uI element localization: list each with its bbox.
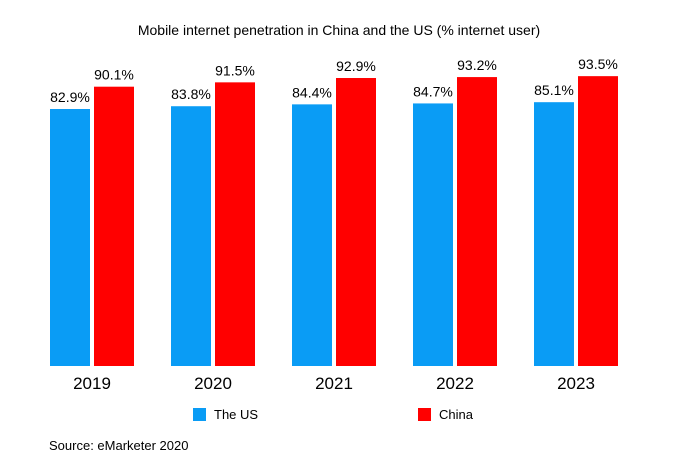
legend-label-china: China (439, 407, 474, 422)
bar-china-2022 (457, 77, 497, 366)
bars: 82.9%90.1% 2019 83.8%91.5% 2020 84.4%92.9% 20… (50, 56, 618, 393)
bar-china-2021 (336, 78, 376, 366)
x-tick-label-2019: 2019 (73, 374, 111, 393)
bar-us-2019 (50, 109, 90, 366)
bar-us-2023 (534, 102, 574, 366)
data-label-us-2023: 85.1% (534, 82, 574, 98)
legend: The US China (193, 407, 474, 422)
source-note: Source: eMarketer 2020 (49, 438, 188, 453)
data-label-us-2022: 84.7% (413, 83, 453, 99)
bar-us-2020 (171, 106, 211, 366)
data-label-china-2023: 93.5% (578, 56, 618, 72)
data-label-china-2020: 91.5% (215, 62, 255, 78)
legend-swatch-us (193, 408, 206, 421)
bar-us-2021 (292, 104, 332, 367)
bar-china-2023 (578, 76, 618, 367)
x-tick-label-2022: 2022 (436, 374, 474, 393)
data-label-us-2019: 82.9% (50, 89, 90, 105)
x-tick-label-2021: 2021 (315, 374, 353, 393)
data-label-us-2021: 84.4% (292, 84, 332, 100)
x-tick-label-2020: 2020 (194, 374, 232, 393)
bar-us-2022 (413, 103, 453, 367)
chart-title: Mobile internet penetration in China and… (138, 22, 540, 38)
data-label-china-2022: 93.2% (457, 57, 497, 73)
data-label-china-2019: 90.1% (94, 67, 134, 83)
bar-china-2019 (94, 86, 134, 366)
bar-china-2020 (215, 82, 255, 366)
legend-swatch-china (418, 408, 431, 421)
legend-label-us: The US (214, 407, 258, 422)
data-label-china-2021: 92.9% (336, 58, 376, 74)
x-tick-label-2023: 2023 (557, 374, 595, 393)
data-label-us-2020: 83.8% (171, 86, 211, 102)
